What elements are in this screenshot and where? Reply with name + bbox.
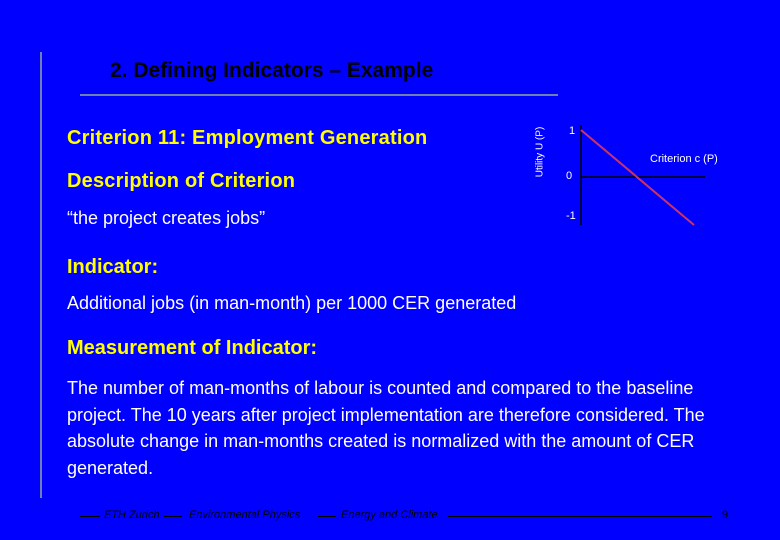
page-number: 9 bbox=[722, 509, 729, 521]
indicator-heading: Indicator: bbox=[67, 256, 159, 278]
slide-title: 2. Defining Indicators – Example bbox=[110, 59, 434, 82]
footer-rule-3 bbox=[318, 516, 336, 517]
y-tick-label-bottom: -1 bbox=[566, 210, 576, 222]
footer-rule-4 bbox=[448, 516, 712, 517]
left-vertical-rule bbox=[40, 52, 42, 498]
y-tick-label-middle: 0 bbox=[566, 170, 573, 182]
criterion-heading: Criterion 11: Employment Generation bbox=[67, 127, 428, 149]
footer-rule-2 bbox=[164, 516, 182, 517]
indicator-text: Additional jobs (in man-month) per 1000 … bbox=[67, 293, 517, 313]
footer-org: ETH Zurich bbox=[104, 509, 160, 521]
y-axis-label: Utility U (P) bbox=[534, 126, 546, 178]
measurement-text: The number of man-months of labour is co… bbox=[67, 378, 705, 478]
x-axis-label: Criterion c (P) bbox=[650, 153, 718, 165]
footer-department: Environmental Physics bbox=[189, 509, 301, 521]
measurement-heading: Measurement of Indicator: bbox=[67, 337, 318, 359]
y-tick-label-top: 1 bbox=[569, 125, 576, 137]
description-heading: Description of Criterion bbox=[67, 170, 296, 192]
footer-rule-1 bbox=[80, 516, 100, 517]
utility-line bbox=[580, 129, 695, 226]
footer-topic: Energy and Climate bbox=[341, 509, 438, 521]
description-text: “the project creates jobs” bbox=[67, 208, 266, 228]
title-underline bbox=[80, 94, 558, 96]
